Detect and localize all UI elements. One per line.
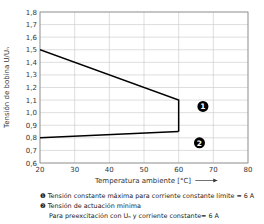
y-tick-label: 1,3 — [26, 71, 37, 79]
series-line — [40, 132, 179, 138]
x-tick-label: 80 — [244, 166, 253, 174]
y-tick-label: 1,2 — [26, 84, 37, 92]
annotation-badge — [197, 101, 208, 112]
y-tick-label: 1,5 — [26, 46, 37, 54]
y-tick-label: 1,0 — [26, 109, 37, 117]
x-tick-label: 40 — [105, 166, 114, 174]
grid-line — [178, 12, 179, 163]
annotation-badge — [194, 137, 205, 148]
x-tick-label: 50 — [140, 166, 149, 174]
grid-line — [213, 12, 214, 163]
x-axis-label: Temperatura ambiente [°C] — [94, 177, 191, 185]
grid-line — [74, 12, 75, 163]
y-tick-label: 1,8 — [26, 9, 37, 17]
annotation: 2 — [197, 139, 202, 148]
grid-line — [109, 12, 110, 163]
note: ❶ Tensión constante máxima para corrient… — [40, 192, 255, 200]
x-tick-label: 60 — [174, 166, 183, 174]
x-tick-label: 30 — [70, 166, 79, 174]
series-group — [40, 50, 179, 138]
y-axis-label: Tensión de bobina U/Uₙ — [3, 47, 11, 129]
chart: 0,60,70,80,91,01,11,21,31,41,51,61,71,82… — [0, 0, 264, 224]
y-tick-label: 0,9 — [26, 122, 37, 130]
annotation: 1 — [200, 102, 205, 111]
y-tick-label: 1,1 — [26, 97, 37, 105]
y-tick-label: 1,4 — [26, 59, 38, 67]
y-tick-label: 0,7 — [26, 147, 37, 155]
axis-arrow-head — [213, 179, 217, 183]
y-tick-label: 0,8 — [26, 134, 37, 142]
note: Para preexcitación con Uₙ y corriente co… — [49, 212, 220, 220]
y-tick-label: 1,6 — [26, 34, 38, 42]
series-line — [40, 50, 179, 132]
note: ❷ Tensión de actuación mínima — [40, 202, 141, 210]
x-tick-label: 20 — [36, 166, 45, 174]
x-tick-label: 70 — [209, 166, 218, 174]
plot-frame — [40, 12, 248, 163]
y-tick-label: 1,7 — [26, 21, 37, 29]
